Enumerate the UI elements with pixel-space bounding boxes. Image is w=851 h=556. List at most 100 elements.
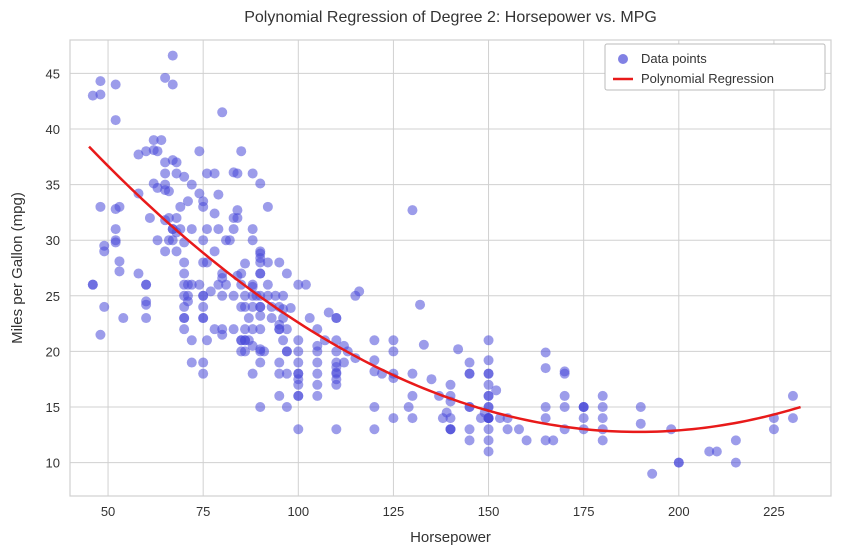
data-point [293,346,303,356]
data-point [202,224,212,234]
data-point [198,302,208,312]
data-point [145,213,155,223]
data-point [88,91,98,101]
data-point [274,257,284,267]
data-point [187,358,197,368]
data-point [407,369,417,379]
data-point [248,369,258,379]
y-axis-label: Miles per Gallon (mpg) [9,192,26,344]
x-axis-label: Horsepower [410,529,491,546]
data-point [293,391,303,401]
data-point [484,355,494,365]
data-point [210,209,220,219]
data-point [141,300,151,310]
data-point [598,435,608,445]
data-point [259,346,269,356]
data-point [229,324,239,334]
scatter-regression-chart: 50751001251501752002251015202530354045Ho… [0,0,851,556]
data-point [111,115,121,125]
data-point [263,257,273,267]
data-point [541,402,551,412]
data-point [248,168,258,178]
data-point [522,435,532,445]
data-point [160,168,170,178]
data-point [95,202,105,212]
data-point [160,73,170,83]
data-point [172,246,182,256]
data-point [282,369,292,379]
data-point [274,358,284,368]
data-point [187,224,197,234]
data-point [446,413,456,423]
data-point [198,313,208,323]
chart-title: Polynomial Regression of Degree 2: Horse… [244,9,657,26]
data-point [217,107,227,117]
data-point [168,51,178,61]
data-point [305,313,315,323]
data-point [210,168,220,178]
data-point [282,324,292,334]
data-point [331,374,341,384]
data-point [484,424,494,434]
data-point [731,435,741,445]
chart-container: 50751001251501752002251015202530354045Ho… [0,0,851,556]
data-point [198,369,208,379]
data-point [187,180,197,190]
data-point [229,224,239,234]
data-point [446,380,456,390]
data-point [248,224,258,234]
data-point [560,369,570,379]
data-point [274,391,284,401]
data-point [236,269,246,279]
data-point [293,380,303,390]
data-point [179,172,189,182]
x-tick-label: 100 [287,504,309,519]
data-point [255,324,265,334]
data-point [369,335,379,345]
data-point [248,235,258,245]
data-point [484,435,494,445]
data-point [111,204,121,214]
data-point [388,335,398,345]
data-point [255,302,265,312]
data-point [263,202,273,212]
data-point [598,402,608,412]
x-tick-label: 75 [196,504,210,519]
data-point [647,469,657,479]
x-tick-label: 200 [668,504,690,519]
x-tick-label: 50 [101,504,115,519]
data-point [674,458,684,468]
data-point [560,402,570,412]
data-point [172,157,182,167]
data-point [369,402,379,412]
x-tick-label: 150 [478,504,500,519]
data-point [213,224,223,234]
data-point [179,324,189,334]
y-tick-label: 10 [46,456,60,471]
data-point [712,447,722,457]
y-tick-label: 45 [46,66,60,81]
data-point [541,363,551,373]
data-point [225,235,235,245]
data-point [236,146,246,156]
data-point [636,419,646,429]
data-point [301,280,311,290]
legend-label: Polynomial Regression [641,71,774,86]
data-point [255,402,265,412]
data-point [278,291,288,301]
data-point [465,435,475,445]
data-point [255,311,265,321]
data-point [598,391,608,401]
data-point [598,413,608,423]
data-point [491,385,501,395]
y-tick-label: 15 [46,400,60,415]
data-point [156,135,166,145]
data-point [331,424,341,434]
data-point [484,369,494,379]
data-point [232,168,242,178]
data-point [160,246,170,256]
data-point [172,213,182,223]
data-point [465,369,475,379]
data-point [769,424,779,434]
data-point [183,196,193,206]
